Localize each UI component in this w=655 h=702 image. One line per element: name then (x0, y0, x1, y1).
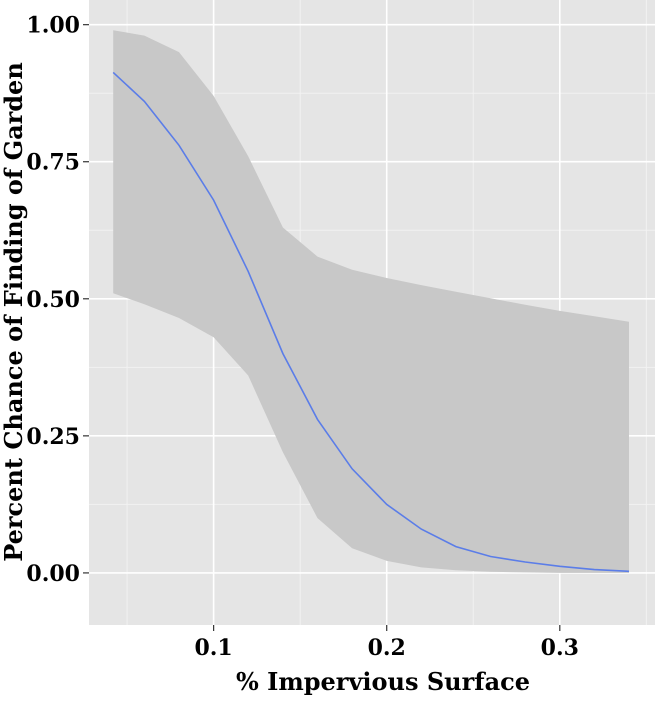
x-axis-title: % Impervious Surface (236, 667, 530, 696)
x-tick-label: 0.3 (541, 635, 579, 661)
fitted-line (112, 71, 630, 573)
x-tick-label: 0.2 (368, 635, 406, 661)
y-tick-label: 0.75 (26, 150, 80, 176)
confidence-ribbon (113, 30, 629, 573)
y-tick-label: 0.50 (26, 287, 80, 313)
y-axis-ticks: 0.00 0.25 0.50 0.75 1.00 (26, 13, 89, 587)
y-tick-label: 1.00 (26, 13, 80, 39)
x-tick-label: 0.1 (194, 635, 232, 661)
y-tick-label: 0.00 (26, 561, 80, 587)
y-tick-label: 0.25 (26, 424, 80, 450)
x-axis-ticks: 0.1 0.2 0.3 (194, 625, 579, 661)
y-axis-title: Percent Chance of Finding of Garden (0, 62, 28, 562)
